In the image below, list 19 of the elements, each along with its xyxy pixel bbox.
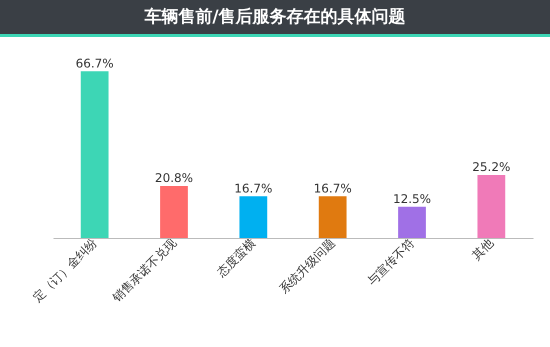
data-label: 16.7% xyxy=(234,181,272,196)
x-tick-label: 销售承诺不兑现 xyxy=(108,236,179,306)
bar xyxy=(477,175,506,238)
data-label: 66.7% xyxy=(76,56,114,70)
x-tick-label: 系统升级问题 xyxy=(276,236,338,296)
data-label: 12.5% xyxy=(392,192,432,206)
x-tick-label: 与宣传不符 xyxy=(364,236,417,288)
bar xyxy=(239,196,268,238)
data-label: 25.2% xyxy=(472,160,510,174)
chart-title: 车辆售前/售后服务存在的具体问题 xyxy=(0,0,550,37)
x-tick-label: 态度蛮横 xyxy=(214,236,258,280)
x-tick-label: 其他 xyxy=(469,236,496,262)
bar xyxy=(398,206,426,238)
bar xyxy=(80,71,109,238)
data-label: 16.7% xyxy=(314,181,352,196)
bar xyxy=(160,186,188,238)
x-tick-label: 定（订）金纠纷 xyxy=(30,236,100,305)
data-label: 20.8% xyxy=(154,171,194,185)
bar xyxy=(318,196,347,238)
